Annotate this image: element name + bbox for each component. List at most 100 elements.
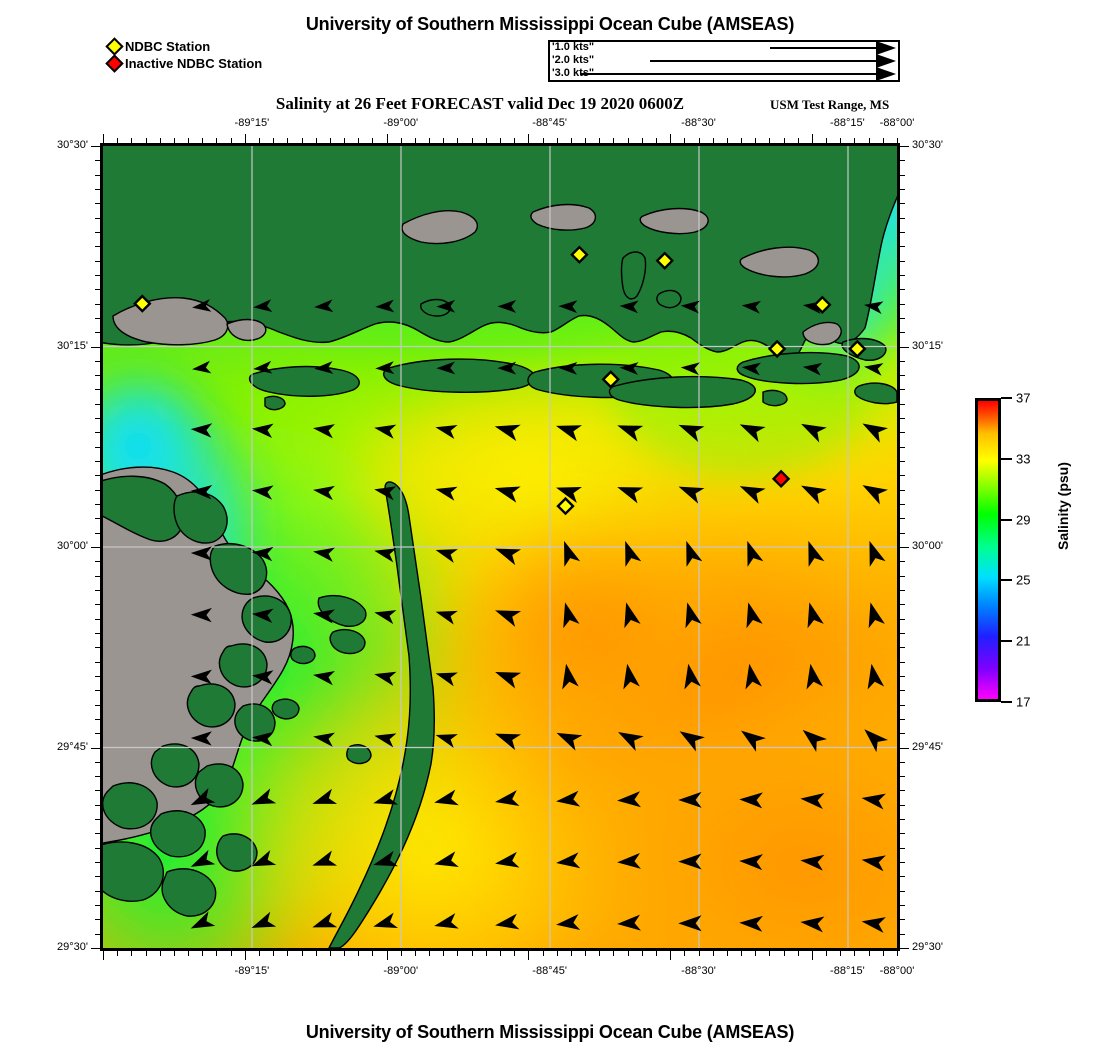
colorbar-gradient (975, 398, 1001, 702)
tick-bottom (570, 951, 572, 956)
tick-top (528, 134, 530, 143)
tick-right (900, 346, 909, 348)
current-vector-arrow (192, 360, 212, 374)
tick-right (900, 289, 905, 291)
tick-bottom (811, 951, 813, 960)
colorbar-tick-label: 33 (1016, 451, 1031, 467)
page-title-top: University of Southern Mississippi Ocean… (305, 14, 795, 34)
current-vector-arrow (556, 852, 581, 869)
x-axis-label-bottom: -89°15' (234, 965, 270, 977)
current-vector-arrow (800, 916, 825, 933)
current-vector-arrow (678, 915, 702, 932)
delta-green-13 (161, 868, 217, 917)
current-vector-arrow (495, 610, 522, 627)
ndbc-station-markers[interactable] (133, 245, 867, 516)
tick-bottom (301, 951, 303, 956)
current-vector-arrow (190, 607, 212, 623)
tick-right (900, 432, 905, 434)
velocity-arrow-shaft-1 (770, 47, 878, 49)
tick-right (900, 146, 909, 147)
tick-bottom (627, 951, 629, 956)
colorbar-tick (1001, 397, 1012, 399)
tick-bottom (585, 951, 587, 956)
delta-green-10 (103, 782, 158, 830)
x-axis-label-top: -89°00' (383, 117, 419, 129)
current-vector-arrow (864, 729, 888, 753)
current-vector-arrow (861, 855, 886, 872)
x-axis-label-bottom: -88°30' (681, 965, 716, 977)
current-vector-arrow (741, 300, 761, 314)
ndbc-station-marker[interactable] (848, 339, 867, 359)
ndbc-station-marker[interactable] (570, 245, 589, 264)
tick-right (900, 231, 905, 233)
current-vector-arrow (802, 362, 823, 376)
tick-bottom (244, 951, 246, 960)
tick-right (900, 260, 905, 262)
colorbar-tick-label: 21 (1016, 633, 1031, 649)
velocity-arrow-head-1 (876, 41, 896, 55)
current-vector-arrow (617, 487, 644, 504)
tick-right (900, 905, 905, 907)
velocity-scale-label-3: '3.0 kts" (552, 67, 595, 79)
y-axis-label-left: 30°15' (57, 339, 88, 352)
current-vector-arrow (619, 300, 639, 314)
legend-label-ndbc-station: NDBC Station (125, 39, 211, 54)
current-vector-arrow (495, 851, 520, 868)
current-vector-arrow (680, 300, 700, 314)
legend-item-inactive-ndbc-station: Inactive NDBC Station (105, 54, 263, 73)
tick-right (900, 160, 905, 162)
barrier-island-cat (248, 365, 360, 397)
tick-right (900, 819, 905, 821)
tick-right (900, 933, 905, 935)
current-vector-arrow (618, 732, 644, 752)
tick-right (900, 547, 909, 548)
tick-bottom (698, 951, 700, 956)
current-vector-arrow (435, 425, 458, 440)
current-vector-arrow (313, 485, 335, 501)
current-vector-arrow (374, 486, 397, 501)
ndbc-station-marker[interactable] (655, 251, 674, 270)
current-vector-arrow (558, 300, 578, 314)
tick-bottom (599, 951, 601, 956)
x-axis-label-bottom: -88°15' (830, 965, 865, 977)
current-vector-arrow (374, 548, 397, 563)
current-vector-arrow (680, 362, 700, 376)
salinity-map[interactable] (100, 143, 900, 951)
tick-bottom (173, 951, 175, 956)
barrier-island-petit-bois (608, 375, 756, 409)
tick-right (900, 632, 905, 634)
tick-right (900, 360, 905, 362)
tick-right (900, 446, 905, 448)
current-vector-arrow (745, 663, 762, 690)
current-vector-arrow (190, 731, 212, 746)
tick-bottom (868, 951, 870, 956)
current-vector-arrow (678, 424, 705, 442)
tick-right (900, 389, 905, 391)
y-axis-label-left: 29°45' (57, 740, 88, 753)
ndbc-station-marker[interactable] (813, 295, 832, 314)
ndbc-station-marker[interactable] (556, 496, 575, 516)
tick-bottom (769, 951, 771, 956)
legend-label-inactive-ndbc-station: Inactive NDBC Station (125, 56, 263, 71)
tick-right (900, 647, 905, 649)
marsh-pascagoula (639, 207, 709, 235)
current-vector-arrow (435, 734, 458, 748)
barrier-island-east-2 (854, 382, 897, 405)
colorbar-tick-label: 29 (1016, 512, 1031, 528)
tick-right (900, 332, 905, 334)
ndbc-station-marker[interactable] (601, 370, 620, 389)
tick-right (900, 890, 905, 892)
tick-right (900, 589, 905, 591)
current-vector-arrow (251, 608, 274, 623)
ndbc-station-marker[interactable] (767, 339, 787, 359)
tick-right (900, 804, 905, 806)
velocity-scale-row-3: '3.0 kts" (550, 67, 898, 81)
colorbar-tick-label: 37 (1016, 390, 1031, 406)
salinity-colorbar: 37 33 29 25 21 17 (975, 391, 1030, 710)
current-vector-arrow (190, 911, 216, 929)
inactive-ndbc-station-marker[interactable] (771, 469, 791, 489)
ndbc-station-marker[interactable] (133, 294, 152, 313)
current-vector-arrow (497, 361, 517, 375)
tick-bottom (882, 951, 884, 956)
current-vector-arrow (251, 731, 274, 747)
